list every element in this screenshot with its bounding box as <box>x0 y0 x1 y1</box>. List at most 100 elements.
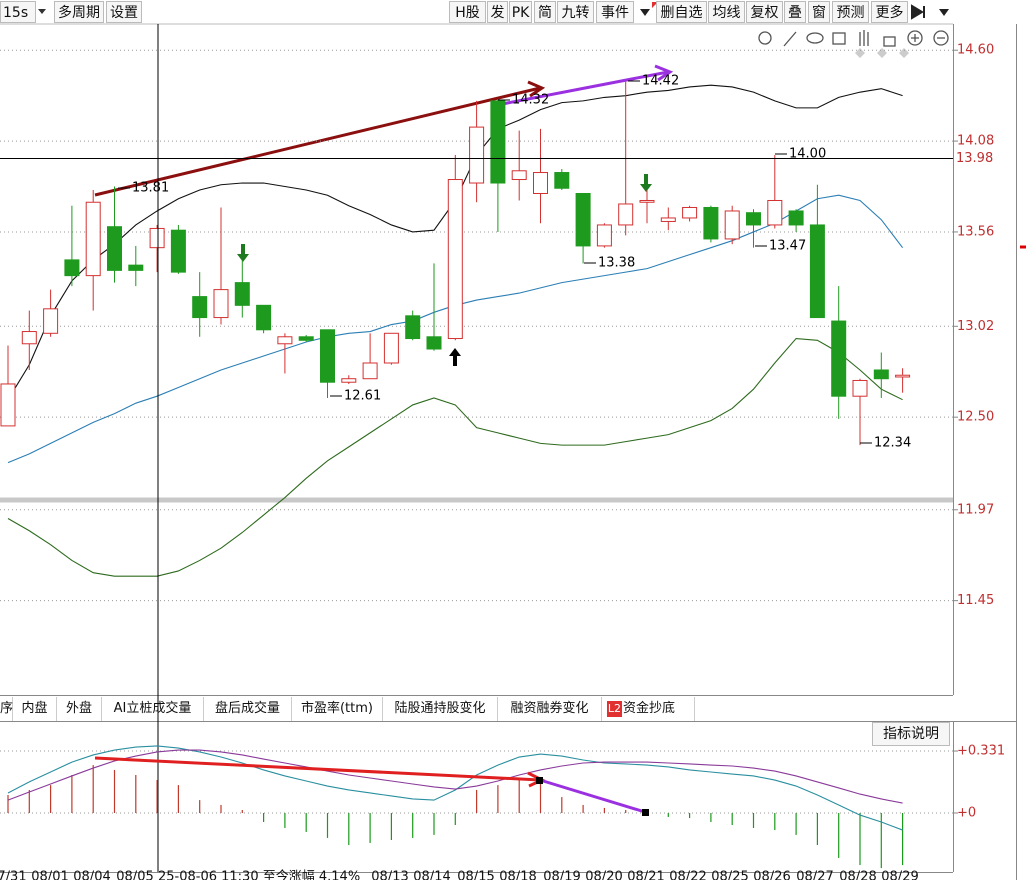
candle-body <box>234 282 250 306</box>
date-label: 7/31 <box>0 870 27 880</box>
date-label: 08/28 <box>839 870 876 880</box>
tab[interactable]: 融资融券变化 <box>498 697 602 721</box>
y-tick-label: 14.08 <box>957 134 994 149</box>
toolbar-button[interactable]: 九转 <box>557 1 594 23</box>
date-label: 08/19 <box>543 870 580 880</box>
candle-body <box>788 210 804 226</box>
candle-body <box>298 336 314 341</box>
signal-arrow <box>449 348 461 366</box>
toolbar-button[interactable]: 设置 <box>106 1 142 23</box>
toolbar-button[interactable]: PK <box>509 1 532 23</box>
candle-body <box>256 304 272 331</box>
candle-body <box>703 206 719 240</box>
toolbar-button[interactable]: 均线 <box>708 1 745 23</box>
toolbar-icons <box>758 30 949 47</box>
toolbar-button[interactable]: 多周期 <box>54 1 104 23</box>
candle-body <box>809 224 825 319</box>
date-label: 08/13 <box>371 870 408 880</box>
indicator-line <box>7 337 903 577</box>
annotation: 14.32 <box>512 93 549 108</box>
candle-body <box>596 224 612 247</box>
decoration <box>855 48 909 58</box>
toolbar-button[interactable]: 发 <box>487 1 508 23</box>
candle-body <box>533 172 548 194</box>
toolbar-button[interactable]: 更多 <box>871 1 908 23</box>
dropdown-arrow <box>38 9 46 14</box>
candle-body <box>213 289 229 319</box>
candle-body <box>895 374 911 378</box>
candle-body <box>128 264 144 271</box>
dropdown-arrow <box>939 9 949 16</box>
tab[interactable]: 市盈率(ttm) <box>292 697 383 721</box>
toolbar-button[interactable]: 简 <box>534 1 556 23</box>
tab[interactable]: 资金抄底 <box>623 697 695 721</box>
y-tick-label: 14.60 <box>957 43 994 58</box>
candle-body <box>554 172 570 189</box>
icon[interactable] <box>859 30 869 46</box>
date-label: 08/26 <box>753 870 790 880</box>
date-label: 08/04 <box>73 870 110 880</box>
annotation: 12.61 <box>344 389 381 404</box>
date-label: 08/21 <box>627 870 664 880</box>
crosshair-label: 13.98 <box>956 151 993 166</box>
date-label: 08/29 <box>881 870 918 880</box>
trend-arrow <box>654 64 674 82</box>
toolbar-button[interactable]: 叠 <box>784 1 806 23</box>
toolbar-button[interactable]: H股 <box>449 1 486 23</box>
icon[interactable] <box>783 31 797 47</box>
y-tick-label: 11.97 <box>957 502 994 517</box>
date-label: 08/01 <box>31 870 68 880</box>
icon[interactable] <box>806 32 824 44</box>
indicator-line <box>7 749 903 804</box>
candle-body <box>21 331 37 345</box>
date-label: 08/15 <box>457 870 494 880</box>
indicator-line <box>7 745 903 831</box>
help-button[interactable]: 指标说明 <box>872 722 950 746</box>
date-label: 08/20 <box>585 870 622 880</box>
y-tick-label: 12.50 <box>957 410 994 425</box>
tab[interactable]: 陆股通持股变化 <box>383 697 498 721</box>
candle-body <box>724 210 740 240</box>
toolbar-button[interactable]: 15s <box>0 1 36 23</box>
candle-body <box>405 315 421 340</box>
icon[interactable] <box>907 30 923 46</box>
icon[interactable] <box>933 30 949 46</box>
icon[interactable] <box>758 31 772 45</box>
candle-body <box>618 203 634 226</box>
tab[interactable]: 外盘 <box>57 697 102 721</box>
trend-arrow <box>527 80 546 98</box>
tab[interactable]: 内盘 <box>13 697 57 721</box>
toolbar-button[interactable]: 窗 <box>808 1 830 23</box>
tab[interactable]: L2 <box>607 701 622 717</box>
candle-body <box>639 199 655 203</box>
toolbar-button[interactable]: 预测 <box>832 1 869 23</box>
date-label: 08/05 <box>116 870 153 880</box>
icon[interactable] <box>883 36 896 47</box>
date-label: 08/27 <box>796 870 833 880</box>
annotation: 14.00 <box>789 147 826 162</box>
y-tick-label: +0 <box>957 806 976 821</box>
candle-body <box>170 229 186 273</box>
date-label: 08/18 <box>499 870 536 880</box>
candle-body <box>383 332 399 364</box>
tab[interactable]: AI立桩成交量 <box>102 697 204 721</box>
tab[interactable]: 序 <box>0 697 13 721</box>
tab[interactable]: 盘后成交量 <box>204 697 292 721</box>
icon[interactable] <box>832 32 846 45</box>
candle-body <box>447 179 463 340</box>
icon[interactable] <box>911 34 919 42</box>
candle-body <box>107 226 122 271</box>
annotation: 13.38 <box>598 256 635 271</box>
date-label: 08/14 <box>413 870 450 880</box>
candle-body <box>362 362 378 380</box>
date-label: 25-08-06 11:30 至今涨幅 4.14% <box>158 869 360 880</box>
trend-line <box>94 86 541 197</box>
candle-body <box>192 296 208 319</box>
toolbar-button[interactable]: 删自选 <box>656 1 707 23</box>
toolbar-button[interactable]: 复权 <box>746 1 783 23</box>
signal-arrow <box>237 244 249 262</box>
trend-line <box>496 70 669 107</box>
toolbar-button[interactable]: 事件 <box>596 1 634 23</box>
